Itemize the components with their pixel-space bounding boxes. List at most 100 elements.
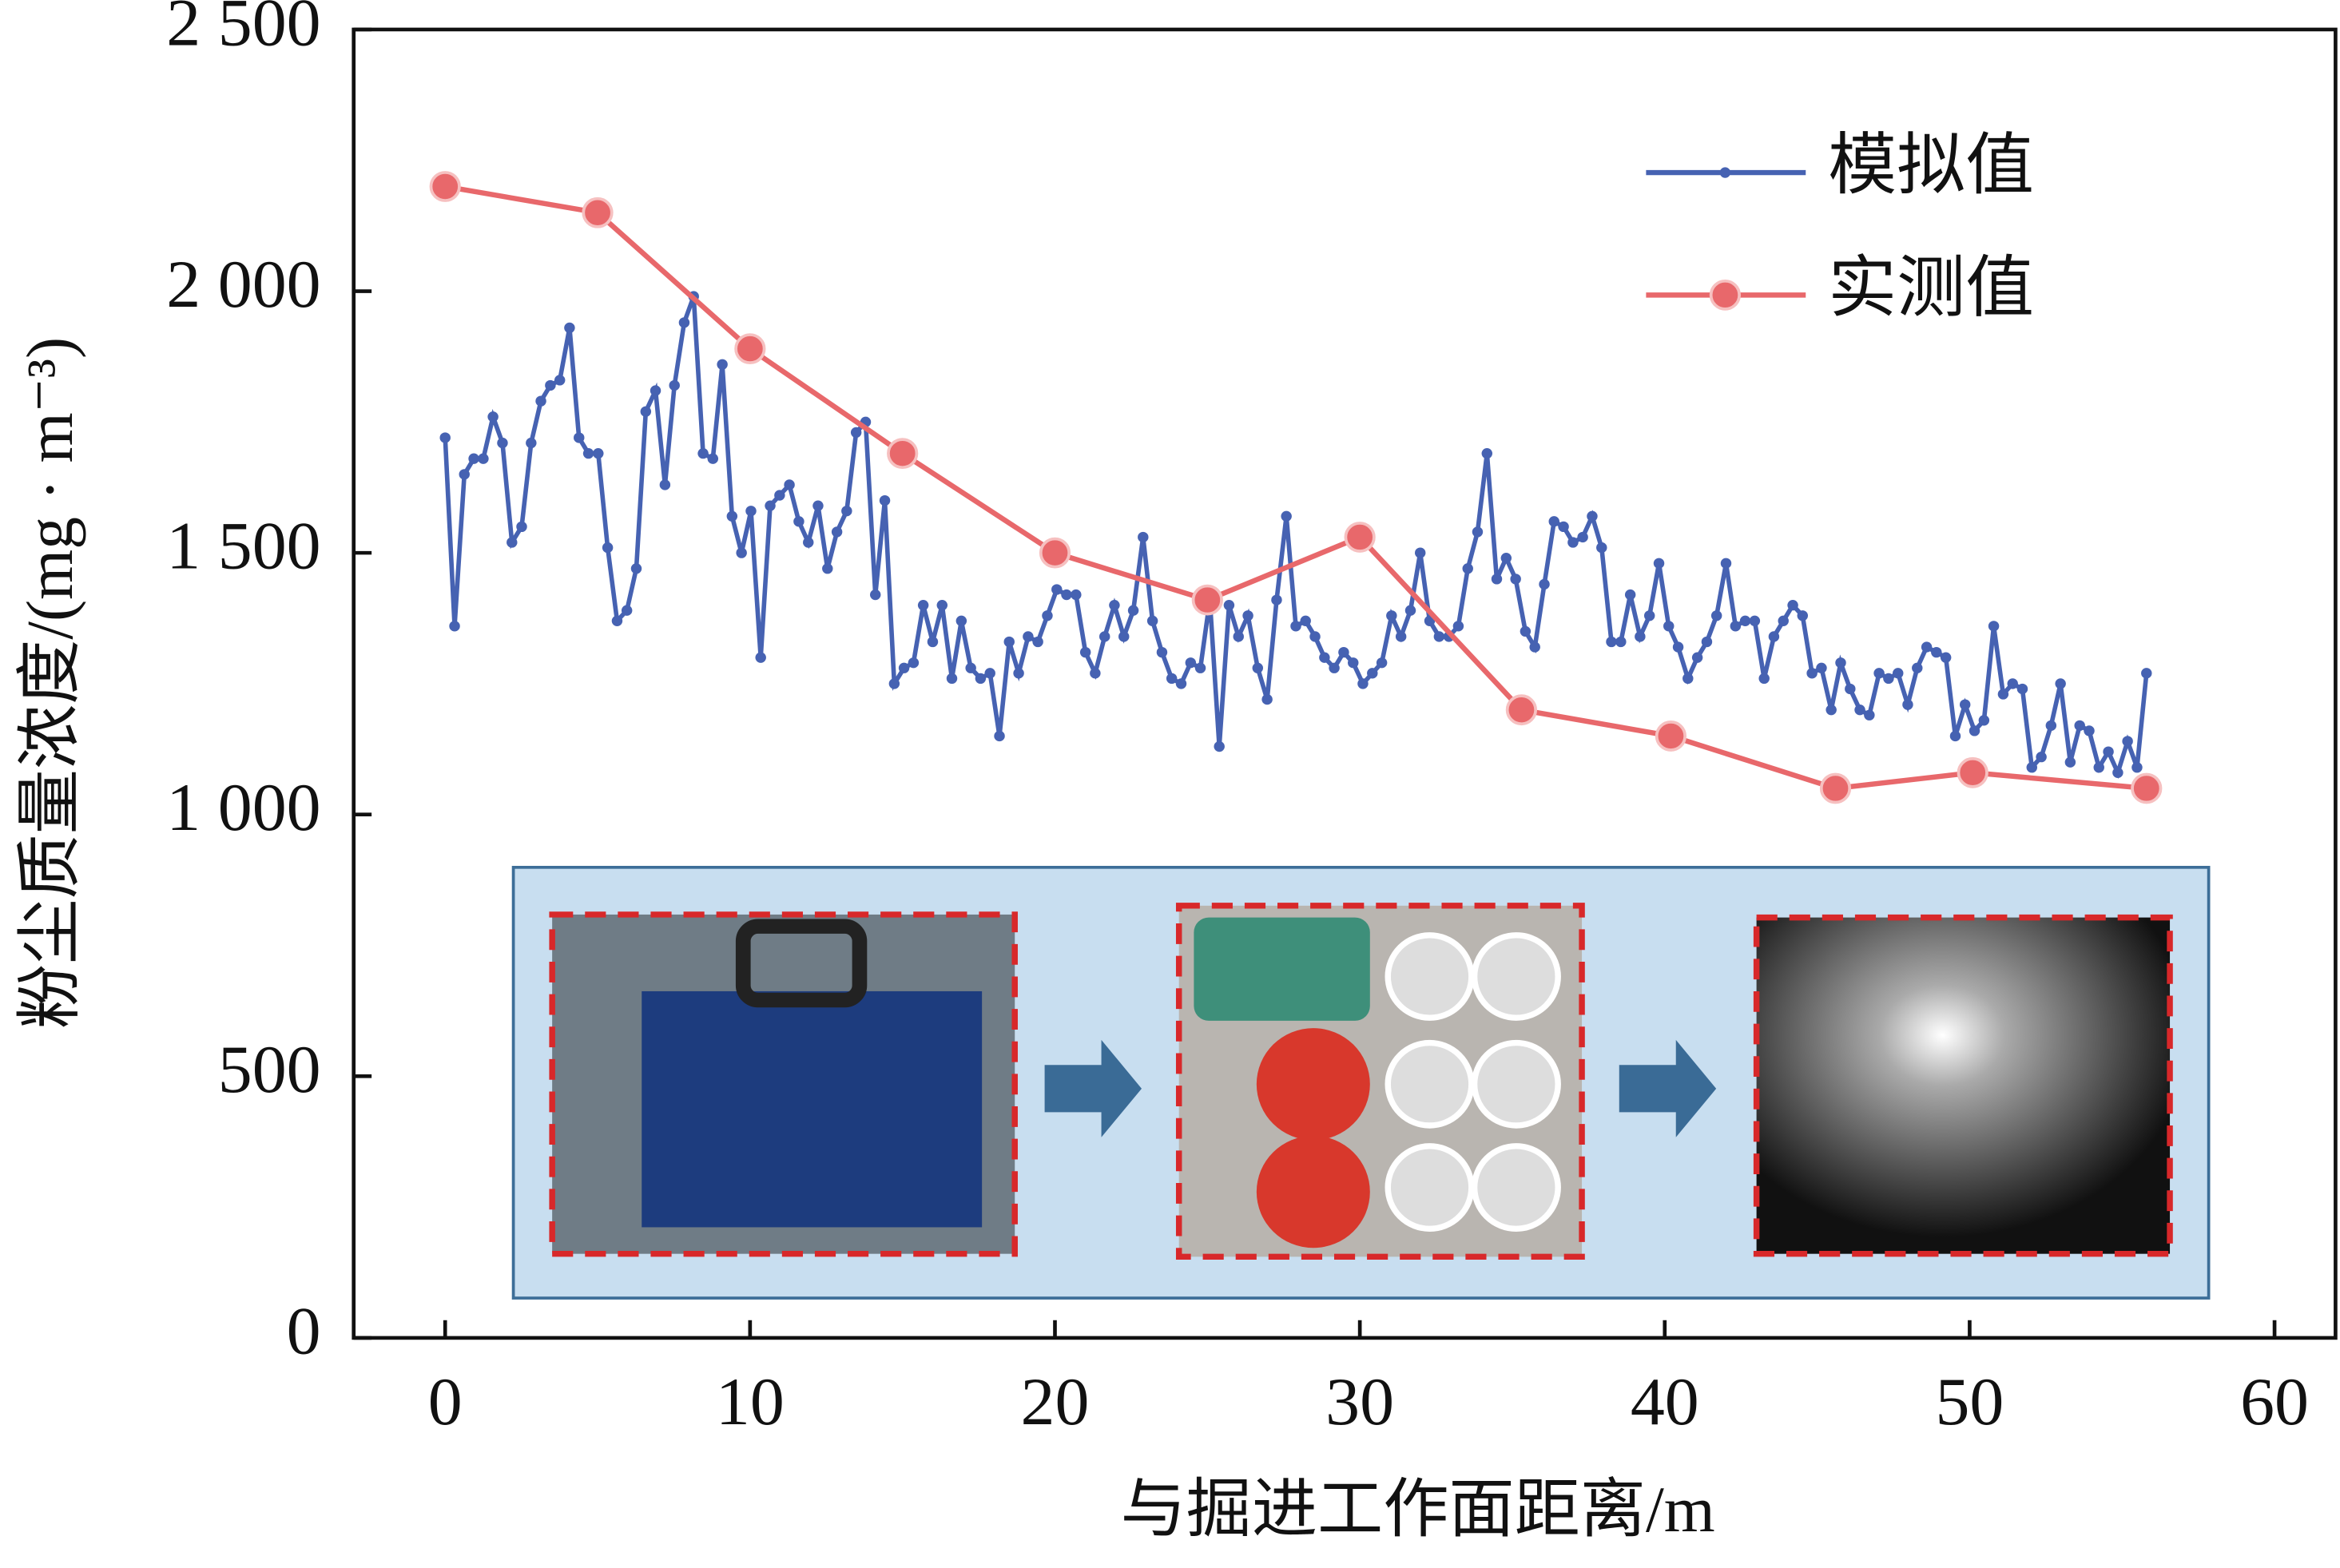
photo-frame (549, 911, 1018, 1257)
data-point (2007, 678, 2018, 689)
y-tick-label: 2 500 (166, 0, 320, 60)
data-point (1261, 693, 1273, 705)
data-point (459, 469, 470, 480)
data-point (1510, 574, 1521, 585)
data-point (1175, 678, 1187, 689)
filter (1385, 932, 1475, 1021)
data-point (1643, 610, 1655, 621)
y-tick-label: 2 000 (166, 247, 320, 321)
data-point (2036, 752, 2047, 763)
filter-box (1256, 1028, 1370, 1141)
data-point (2045, 720, 2057, 731)
data-point (1051, 584, 1063, 595)
data-point (908, 657, 920, 669)
data-point (745, 506, 757, 517)
data-point (822, 563, 833, 574)
data-point (640, 406, 652, 417)
data-point (1539, 578, 1550, 590)
data-point (812, 500, 824, 511)
data-point (1098, 631, 1110, 642)
data-point (697, 447, 709, 459)
x-tick-label: 20 (1021, 1364, 1090, 1439)
data-point (1386, 610, 1397, 621)
filter (1471, 1143, 1561, 1232)
data-point (1797, 610, 1809, 621)
data-point (831, 526, 843, 538)
legend-label: 模拟值 (1828, 129, 2034, 203)
data-point (621, 605, 633, 616)
data-point (1344, 522, 1376, 553)
data-point (888, 678, 900, 689)
data-point (1548, 516, 1559, 527)
x-tick-label: 50 (1935, 1364, 2004, 1439)
data-point (507, 537, 518, 548)
data-point (1146, 615, 1158, 626)
filter-jar (1194, 917, 1370, 1021)
data-point (650, 385, 661, 396)
photo-inset (511, 865, 2211, 1300)
data-point (1997, 689, 2009, 700)
data-point (1806, 668, 1818, 679)
series-line (444, 184, 2147, 792)
data-point (1233, 631, 1244, 642)
data-point (1978, 715, 1990, 726)
data-point (1596, 542, 1607, 554)
data-point (1883, 673, 1894, 685)
data-point (1039, 537, 1071, 569)
data-point (1921, 641, 1933, 653)
data-point (1912, 662, 1923, 673)
data-point (2074, 720, 2085, 731)
data-point (1682, 673, 1694, 685)
data-point (2026, 762, 2038, 773)
data-point (1185, 657, 1197, 669)
data-point (1691, 652, 1703, 663)
filter (1471, 932, 1561, 1021)
data-point (554, 375, 566, 386)
y-tick-label: 0 (287, 1294, 321, 1368)
y-axis-label: 粉尘质量浓度/(mg · m⁻³) (13, 337, 86, 1029)
data-point (1433, 631, 1445, 642)
data-point (1701, 636, 1713, 648)
series-line (443, 296, 2149, 780)
data-point (659, 479, 671, 490)
data-point (2093, 762, 2104, 773)
data-point (927, 636, 939, 648)
x-tick-label: 0 (428, 1364, 463, 1439)
data-point (1672, 641, 1684, 653)
data-point (678, 317, 690, 328)
data-point (955, 615, 967, 626)
data-point (1481, 447, 1493, 459)
data-point (2122, 736, 2133, 747)
data-point (1414, 547, 1426, 558)
data-point (784, 479, 795, 490)
data-point (898, 662, 910, 673)
data-point (1462, 563, 1473, 574)
data-point (1730, 621, 1742, 632)
data-point (841, 506, 852, 517)
data-point (1529, 641, 1540, 653)
data-point (1003, 636, 1015, 648)
data-point (2131, 762, 2143, 773)
data-point (1505, 694, 1538, 726)
x-axis-label: 与掘进工作面距离/m (1120, 1473, 1714, 1545)
data-point (774, 490, 785, 501)
data-point (1214, 740, 1225, 752)
data-point (1271, 594, 1282, 605)
data-point (755, 652, 766, 663)
data-point (1655, 720, 1687, 752)
data-point (1357, 678, 1369, 689)
data-point (1404, 605, 1416, 616)
data-point (1109, 599, 1120, 611)
y-tick-label: 1 000 (166, 771, 320, 845)
data-point (1395, 631, 1407, 642)
data-point (582, 196, 614, 228)
data-point (1940, 652, 1952, 663)
data-point (850, 427, 862, 439)
data-point (2131, 772, 2163, 804)
photo-frame (1175, 903, 1585, 1260)
data-point (1606, 636, 1617, 648)
data-point (1191, 584, 1223, 616)
data-point (936, 599, 948, 611)
data-point (1558, 521, 1569, 533)
